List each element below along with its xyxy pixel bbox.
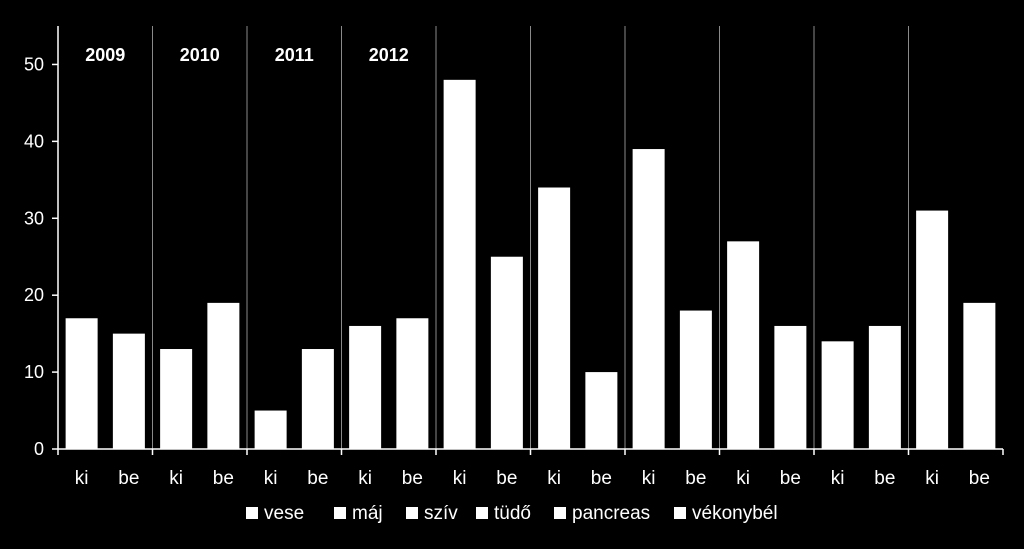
legend-label: vese bbox=[264, 503, 304, 524]
legend-label: vékonybél bbox=[692, 503, 778, 524]
x-tick-label: ki bbox=[831, 468, 845, 489]
bar bbox=[585, 372, 618, 449]
x-tick-label: be bbox=[496, 468, 517, 489]
legend-label: máj bbox=[352, 503, 383, 524]
x-tick-label: be bbox=[969, 468, 990, 489]
x-tick-label: ki bbox=[547, 468, 561, 489]
x-tick-label: be bbox=[591, 468, 612, 489]
bar bbox=[727, 241, 760, 449]
bar bbox=[963, 302, 996, 449]
x-tick-label: ki bbox=[925, 468, 939, 489]
legend-swatch bbox=[554, 507, 566, 519]
bar bbox=[443, 79, 476, 449]
x-tick-label: ki bbox=[264, 468, 278, 489]
plot-area: 0 10 20 30 40 50 ki be ki be ki be ki be ki be ki be ki be k… bbox=[24, 26, 1004, 489]
x-tick-label: ki bbox=[75, 468, 89, 489]
x-tick-label: ki bbox=[642, 468, 656, 489]
x-tick-label: ki bbox=[169, 468, 183, 489]
y-tick-label: 40 bbox=[24, 131, 44, 151]
x-tick-label: ki bbox=[358, 468, 372, 489]
y-tick-label: 10 bbox=[24, 362, 44, 382]
bar bbox=[538, 187, 571, 449]
bar bbox=[821, 341, 854, 449]
bar bbox=[632, 149, 665, 449]
x-tick-label: be bbox=[685, 468, 706, 489]
legend-label: pancreas bbox=[572, 503, 650, 524]
y-tick-label: 30 bbox=[24, 208, 44, 228]
legend-swatch bbox=[246, 507, 258, 519]
legend-swatch bbox=[476, 507, 488, 519]
x-tick-label: be bbox=[874, 468, 895, 489]
bar bbox=[349, 325, 382, 449]
x-tick-label: ki bbox=[453, 468, 467, 489]
x-tick-label: be bbox=[213, 468, 234, 489]
bar bbox=[254, 410, 287, 449]
legend-swatch bbox=[334, 507, 346, 519]
y-tick-label: 20 bbox=[24, 285, 44, 305]
bar bbox=[679, 310, 712, 449]
year-label: 2009 bbox=[85, 45, 125, 65]
y-tick-label: 0 bbox=[34, 439, 44, 459]
bar bbox=[65, 318, 98, 449]
legend-swatch bbox=[406, 507, 418, 519]
bar bbox=[112, 333, 145, 449]
bar bbox=[396, 318, 429, 449]
legend-label: tüdő bbox=[494, 503, 531, 524]
x-tick-label: be bbox=[118, 468, 139, 489]
bar bbox=[207, 302, 240, 449]
x-tick-label: be bbox=[780, 468, 801, 489]
legend: vese máj szív tüdő pancreas vékonybél bbox=[246, 503, 778, 524]
bar bbox=[160, 349, 193, 449]
x-tick-label: ki bbox=[736, 468, 750, 489]
legend-swatch bbox=[674, 507, 686, 519]
year-label: 2012 bbox=[369, 45, 409, 65]
bar bbox=[774, 325, 807, 449]
bar bbox=[490, 256, 523, 449]
x-tick-label: be bbox=[402, 468, 423, 489]
y-tick-label: 50 bbox=[24, 54, 44, 74]
year-label: 2011 bbox=[275, 45, 314, 65]
x-tick-label: be bbox=[307, 468, 328, 489]
bar bbox=[301, 349, 334, 449]
year-label: 2010 bbox=[180, 45, 220, 65]
bar bbox=[916, 210, 949, 449]
legend-label: szív bbox=[424, 503, 458, 524]
bar bbox=[868, 325, 901, 449]
